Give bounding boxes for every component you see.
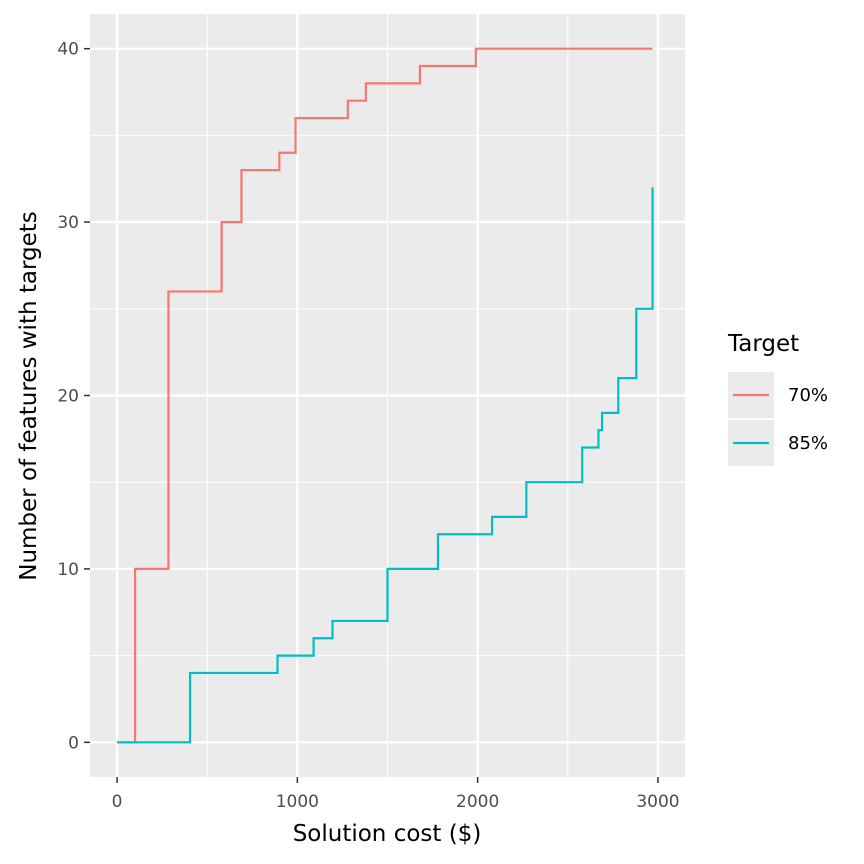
legend-title: Target — [727, 331, 799, 357]
x-tick-label: 1000 — [276, 792, 319, 812]
series-layer — [117, 47, 654, 744]
major-gridlines — [90, 14, 685, 777]
y-tick-label: 40 — [57, 40, 79, 60]
y-axis: 0 10 20 30 40 — [57, 40, 90, 753]
y-axis-title: Number of features with targets — [16, 211, 42, 581]
y-tick-label: 0 — [68, 733, 79, 753]
series-line-1 — [117, 47, 653, 744]
legend-label: 85% — [788, 433, 828, 454]
x-tick-label: 3000 — [636, 792, 679, 812]
x-axis-title: Solution cost ($) — [293, 821, 482, 847]
series-line-2 — [117, 187, 654, 744]
legend-label: 70% — [788, 385, 828, 406]
y-tick-label: 20 — [57, 387, 79, 407]
x-axis: 0 1000 2000 3000 — [112, 777, 680, 812]
legend: Target 70% 85% — [727, 331, 828, 466]
y-tick-label: 30 — [57, 213, 79, 233]
y-tick-label: 10 — [57, 560, 79, 580]
x-tick-label: 0 — [112, 792, 123, 812]
x-tick-label: 2000 — [456, 792, 499, 812]
